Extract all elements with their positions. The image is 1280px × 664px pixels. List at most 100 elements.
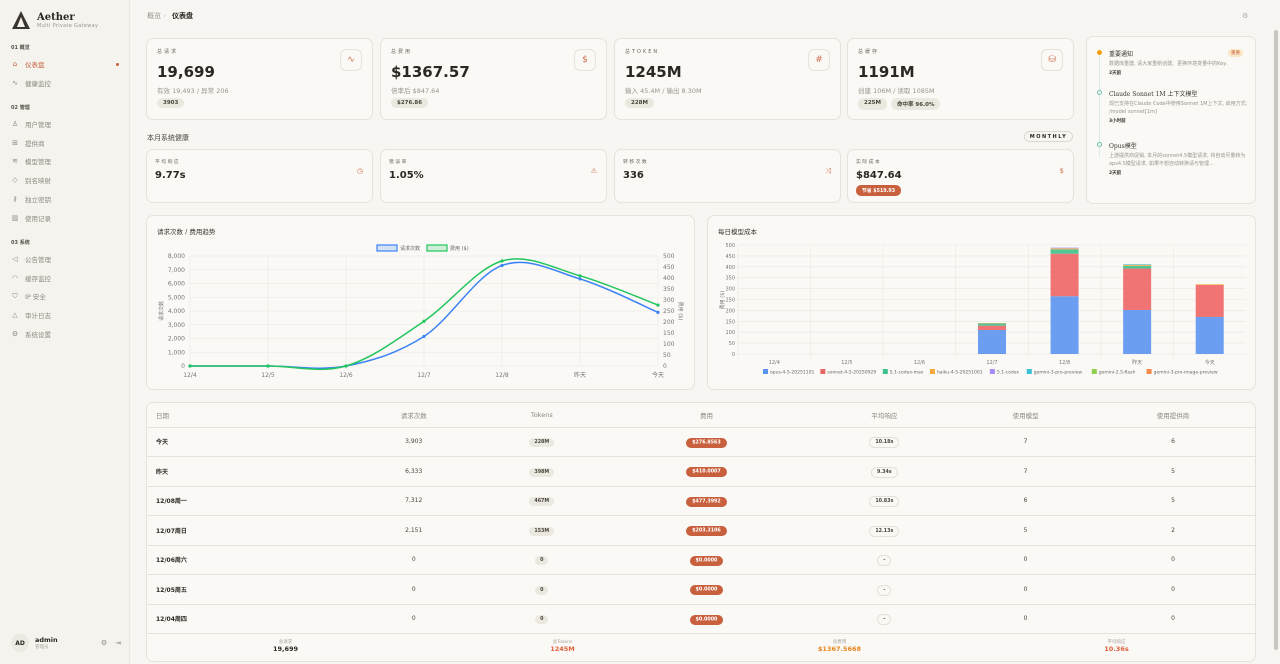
table-row[interactable]: 今天 3,903 228M $276.8563 10.18s 7 6 [147, 427, 1255, 457]
important-badge: 重要 [1228, 49, 1243, 57]
data-point [422, 334, 426, 339]
kpi-subtext: 有效 19,493 / 异常 206 [157, 87, 229, 95]
column-header[interactable]: 使用模型 [960, 403, 1092, 428]
sidebar-item-activity[interactable]: ∿ 健康监控 [11, 76, 121, 90]
sidebar-item-gauge[interactable]: ◠ 缓存监控 [11, 271, 121, 285]
y-tick-label: 4,000 [168, 308, 185, 315]
column-header[interactable]: 平均响应 [808, 403, 961, 428]
sidebar-item-provider[interactable]: ⊞ 提供商 [11, 136, 121, 150]
activity-icon: ∿ [340, 49, 362, 71]
home-icon: ⌂ [12, 60, 18, 68]
table-cell: 12.13s [808, 515, 961, 546]
sidebar-item-bar-chart[interactable]: ▥ 使用记录 [11, 211, 121, 225]
bar-segment [1195, 284, 1224, 317]
date-cell: 今天 [156, 439, 169, 447]
sidebar-item-shield[interactable]: ⛉ IP 安全 [11, 289, 121, 303]
sidebar-item-key[interactable]: ⚷ 独立密钥 [11, 192, 121, 206]
notice-item[interactable]: Opus模型 上游提供商促销, 本月的sonnet4.5模型请求, 将自动尽量转为… [1109, 141, 1249, 176]
column-header[interactable]: 日期 [147, 403, 349, 428]
y-tick-label: 150 [725, 319, 735, 325]
sidebar-item-home[interactable]: ⌂ 仪表盘 [11, 57, 121, 71]
scrollbar[interactable] [1274, 30, 1278, 650]
bar-segment [1195, 316, 1224, 354]
sidebar-item-warning[interactable]: △ 审计日志 [11, 308, 121, 322]
settings-icon[interactable]: ⚙ [100, 639, 108, 647]
brand-subtitle: Multi Private Gateway [37, 22, 99, 29]
providers-cell: 0 [1171, 585, 1175, 593]
sidebar-item-tag[interactable]: ◇ 别名映射 [11, 173, 121, 187]
logout-icon[interactable]: ⇥ [115, 639, 121, 647]
y2-tick-label: 500 [663, 253, 675, 260]
sidebar-item-label: 健康监控 [25, 79, 51, 88]
y2-tick-label: 250 [663, 308, 675, 315]
providers-cell: 5 [1171, 467, 1175, 475]
y-tick-label: 300 [725, 287, 735, 293]
avatar[interactable]: AD [11, 634, 29, 652]
y2-tick-label: 200 [663, 319, 675, 326]
column-header[interactable]: 使用提供商 [1091, 403, 1255, 428]
y-tick-label: 2,000 [168, 336, 185, 343]
data-point [344, 364, 348, 368]
breadcrumb: 概览 › 仪表盘 [147, 12, 194, 20]
column-header[interactable]: 费用 [604, 403, 809, 428]
sidebar-item-label: 提供商 [25, 139, 45, 148]
bar-chart-svg: 0 50 100 150 200 250 300 350 400 450 500 费用 ($) 12/4… [719, 243, 1246, 376]
data-point [578, 274, 582, 278]
timeline-dot [1097, 90, 1102, 95]
column-header[interactable]: 请求次数 [348, 403, 480, 428]
notice-panel: 重要通知 数据库重建, 请大家重新创建、更换环境变量中的Key. 2天前 重要 Clau… [1086, 36, 1256, 204]
latency-pill: 9.34s [870, 466, 898, 478]
y-tick-label: 50 [729, 341, 735, 347]
table-cell: - [808, 604, 961, 634]
table-row[interactable]: 昨天 6,333 398M $410.0007 9.34s 7 5 [147, 456, 1255, 487]
logo-icon [12, 11, 30, 29]
requests-cell: 3,903 [405, 438, 423, 446]
tokens-pill: 467M [529, 497, 555, 507]
x-tick-label: 12/4 [769, 360, 780, 366]
nav-section-label: 01 概览 [11, 45, 30, 51]
legend-label: sonnet-4-5-20250929 [827, 370, 876, 376]
notice-item[interactable]: 重要通知 数据库重建, 请大家重新创建、更换环境变量中的Key. 2天前 [1109, 49, 1249, 76]
sidebar-item-layers[interactable]: ≋ 模型管理 [11, 154, 121, 168]
brand-logo[interactable]: Aether Multi Private Gateway [11, 10, 98, 30]
y2-tick-label: 450 [663, 264, 675, 271]
sidebar-item-megaphone[interactable]: ◁ 公告管理 [11, 252, 121, 266]
timeline-line [1099, 49, 1100, 157]
breadcrumb-parent[interactable]: 概览 [147, 12, 161, 20]
table-row[interactable]: 12/07周日 2,151 153M $203.3106 12.13s 5 2 [147, 515, 1255, 546]
table-row[interactable]: 12/04周四 0 0 $0.0000 - 0 0 [147, 604, 1255, 634]
theme-toggle-icon[interactable]: ⚙ [1242, 12, 1249, 20]
notice-item[interactable]: Claude Sonnet 1M 上下文模型 现已支持在Claude Code中使… [1109, 89, 1249, 124]
x-tick-label: 昨天 [574, 371, 586, 379]
y-tick-label: 0 [181, 363, 185, 370]
legend-label: 费用 ($) [450, 245, 469, 252]
table-cell: $410.0007 [604, 456, 809, 487]
latency-pill: - [877, 584, 892, 596]
table-row[interactable]: 12/05周五 0 0 $0.0000 - 0 0 [147, 574, 1255, 605]
requests-cell: 0 [411, 585, 416, 593]
legend-swatch [426, 244, 448, 252]
sidebar-item-users[interactable]: ♙ 用户管理 [11, 117, 121, 131]
table-row[interactable]: 12/08周一 7,312 467M $477.3992 10.83s 6 5 [147, 486, 1255, 516]
notice-title: 重要通知 [1109, 51, 1134, 58]
table-cell: 0 [479, 574, 605, 605]
y-tick-label: 350 [725, 276, 735, 282]
legend-swatch [763, 369, 768, 374]
table-cell: 5 [1091, 486, 1255, 516]
key-icon: ⚷ [12, 194, 18, 203]
x-tick-label: 今天 [1205, 359, 1215, 366]
health-label: 错误率 [389, 160, 408, 165]
column-header[interactable]: Tokens [479, 403, 605, 428]
y2-axis-label: 费用 ($) [677, 302, 684, 321]
shuffle-icon: ⤨ [825, 167, 831, 175]
trend-chart: 请求次数 / 费用趋势 0 1,000 2,000 3,000 4,000 5,000 6,… [146, 215, 695, 390]
health-value: 9.77s [155, 170, 186, 181]
tokens-pill: 0 [535, 615, 549, 625]
notice-time: 3小时前 [1109, 119, 1126, 124]
table-row[interactable]: 12/06周六 0 0 $0.0000 - 0 0 [147, 545, 1255, 575]
sidebar-item-settings[interactable]: ⚙ 系统设置 [11, 327, 121, 341]
table-cell: 10.83s [808, 486, 961, 516]
layers-icon: ≋ [12, 157, 18, 166]
table-cell: 0 [1091, 604, 1255, 634]
data-point [422, 319, 426, 323]
